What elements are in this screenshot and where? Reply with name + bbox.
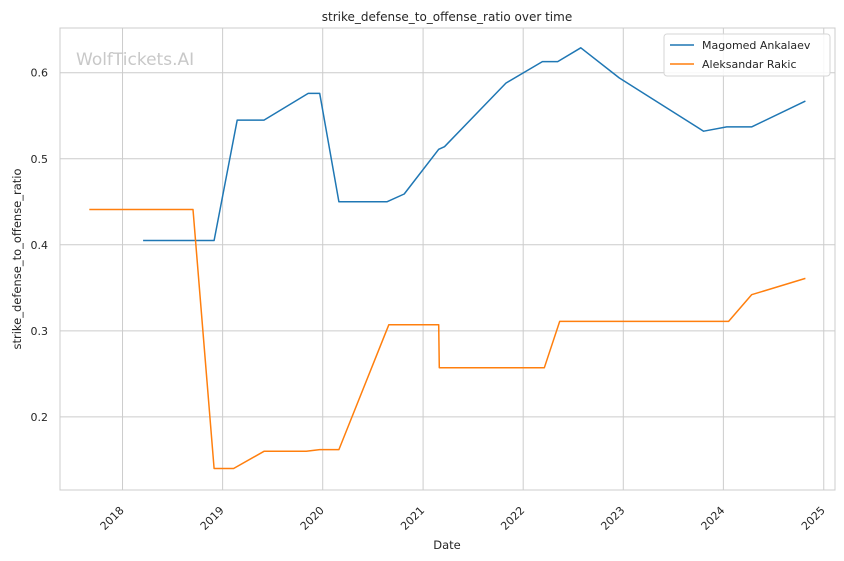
legend-box xyxy=(663,33,831,77)
x-axis-title: Date xyxy=(433,538,461,552)
y-tick-label: 0.4 xyxy=(31,239,49,252)
legend-label-magomed-ankalaev: Magomed Ankalaev xyxy=(702,39,811,52)
watermark: WolfTickets.AI xyxy=(76,50,194,70)
y-tick-labels: 0.2 0.3 0.4 0.5 0.6 xyxy=(31,67,49,424)
legend: Magomed Ankalaev Aleksandar Rakic xyxy=(663,33,831,77)
y-tick-label: 0.2 xyxy=(31,411,49,424)
series-line-aleksandar-rakic xyxy=(89,208,806,470)
y-axis-title: strike_defense_to_offense_ratio xyxy=(10,168,24,349)
y-tick-label: 0.5 xyxy=(31,153,49,166)
plot-area xyxy=(59,27,836,491)
grid xyxy=(60,28,835,490)
chart-title: strike_defense_to_offense_ratio over tim… xyxy=(322,10,572,24)
y-tick-label: 0.3 xyxy=(31,325,49,338)
y-tick-label: 0.6 xyxy=(31,67,49,80)
series-line-magomed-ankalaev xyxy=(143,47,806,242)
legend-label-aleksandar-rakic: Aleksandar Rakic xyxy=(702,58,797,71)
series-lines xyxy=(89,47,806,470)
